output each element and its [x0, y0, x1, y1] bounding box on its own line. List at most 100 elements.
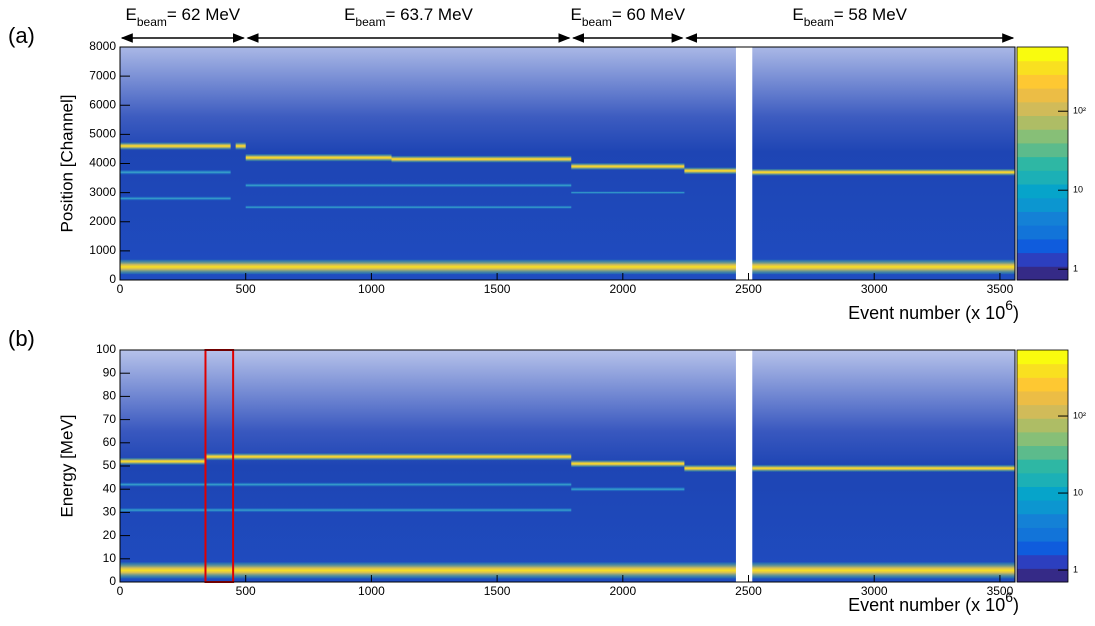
peak-band — [571, 460, 685, 468]
beam-energy-symbol: E — [126, 5, 137, 24]
y-tick-label: 60 — [103, 435, 117, 449]
x-axis-label: Event number (x 106) — [848, 589, 1019, 615]
beam-energy: Ebeam= 62 MeV — [126, 5, 241, 29]
ridge-band — [245, 205, 572, 209]
peak-band — [571, 163, 685, 170]
colorbar-step — [1017, 129, 1068, 144]
colorbar-step — [1017, 404, 1068, 419]
colorbar-frame — [1016, 46, 1069, 281]
colorbar-step — [1017, 184, 1068, 199]
colorbar-step — [1017, 225, 1068, 240]
y-tick-label: 0 — [109, 574, 116, 588]
y-tick-label: 3000 — [89, 185, 116, 199]
peak-band — [684, 464, 736, 472]
x-tick-label: 1000 — [358, 584, 385, 598]
colorbar-step — [1017, 390, 1068, 406]
y-tick-label: 70 — [103, 412, 117, 426]
colorbar-step — [1017, 418, 1068, 433]
y-tick-label: 0 — [109, 272, 116, 286]
x-tick-label: 3500 — [987, 282, 1014, 296]
beam-energy: Ebeam= 60 MeV — [571, 5, 686, 29]
y-tick-label: 1000 — [89, 243, 116, 257]
colorbar-step — [1017, 156, 1068, 171]
peak-band — [391, 155, 572, 163]
colorbar-step — [1017, 541, 1068, 556]
ridge-band — [571, 486, 685, 492]
colorbar-step — [1017, 88, 1068, 103]
y-axis-label: Energy [MeV] — [57, 415, 76, 518]
y-tick-label: 7000 — [89, 68, 116, 82]
colorbar-step — [1017, 211, 1068, 226]
x-tick-label: 3500 — [987, 584, 1014, 598]
beam-energy-value: = 60 MeV — [612, 5, 686, 24]
colorbar-step — [1017, 554, 1068, 569]
plot-background — [120, 47, 1015, 280]
colorbar-tick-label: 10 — [1073, 185, 1083, 195]
y-tick-label: 5000 — [89, 127, 116, 141]
panel-label: (a) — [8, 23, 35, 48]
peak-band — [205, 453, 234, 461]
x-tick-label: 0 — [117, 282, 124, 296]
beam-energy-sub: beam — [137, 15, 167, 29]
peak-band — [120, 142, 231, 150]
y-tick-label: 2000 — [89, 214, 116, 228]
panel-label: (b) — [8, 326, 35, 351]
y-tick-label: 4000 — [89, 156, 116, 170]
ridge-band — [120, 196, 231, 201]
peak-band — [233, 453, 572, 461]
peak-band — [752, 464, 1015, 472]
x-tick-label: 0 — [117, 584, 124, 598]
colorbar-step — [1017, 350, 1068, 365]
colorbar-step — [1017, 101, 1068, 117]
colorbar-tick-label: 10² — [1073, 410, 1086, 420]
colorbar-frame — [1016, 349, 1069, 583]
colorbar-step — [1017, 527, 1068, 542]
peak-band — [752, 168, 1015, 176]
peak-band — [120, 259, 1015, 275]
y-tick-label: 100 — [96, 342, 116, 356]
x-axis-label-sup: 6 — [1005, 589, 1013, 605]
beam-energy-symbol: E — [792, 5, 803, 24]
colorbar-tick-label: 10² — [1073, 106, 1086, 116]
colorbar-step — [1017, 252, 1068, 267]
ridge-band — [120, 507, 572, 513]
y-axis-label: Position [Channel] — [57, 95, 76, 233]
peak-band — [684, 167, 736, 175]
colorbar-step — [1017, 170, 1068, 185]
colorbar-step — [1017, 459, 1068, 474]
beam-energy-symbol: E — [571, 5, 582, 24]
colorbar-step — [1017, 377, 1068, 392]
peak-band — [235, 142, 246, 150]
y-tick-label: 80 — [103, 389, 117, 403]
colorbar-step — [1017, 568, 1068, 583]
y-tick-label: 90 — [103, 365, 117, 379]
colorbar-tick-label: 1 — [1073, 564, 1078, 574]
colorbar-step — [1017, 142, 1068, 158]
colorbar-step — [1017, 472, 1068, 487]
beam-energy-value: = 62 MeV — [167, 5, 241, 24]
gap — [735, 350, 753, 582]
ridge-band — [245, 183, 572, 188]
x-tick-label: 1500 — [484, 282, 511, 296]
ridge-band — [120, 169, 231, 175]
colorbar-tick-label: 1 — [1073, 264, 1078, 274]
x-axis-label-sup: 6 — [1005, 297, 1013, 313]
y-tick-label: 20 — [103, 528, 117, 542]
x-tick-label: 3000 — [861, 282, 888, 296]
beam-energy-value: = 58 MeV — [834, 5, 908, 24]
colorbar-step — [1017, 74, 1068, 89]
colorbar-step — [1017, 197, 1068, 212]
beam-energy-value: = 63.7 MeV — [385, 5, 473, 24]
x-axis-label-end: ) — [1013, 595, 1019, 615]
y-tick-label: 10 — [103, 551, 117, 565]
beam-energy-sub: beam — [355, 15, 385, 29]
y-tick-label: 50 — [103, 458, 117, 472]
peak-band — [245, 154, 392, 162]
colorbar-step — [1017, 363, 1068, 378]
x-axis-label-end: ) — [1013, 303, 1019, 323]
colorbar-step — [1017, 115, 1068, 130]
x-tick-label: 2000 — [609, 584, 636, 598]
y-tick-label: 30 — [103, 505, 117, 519]
beam-energy: Ebeam= 63.7 MeV — [344, 5, 473, 29]
